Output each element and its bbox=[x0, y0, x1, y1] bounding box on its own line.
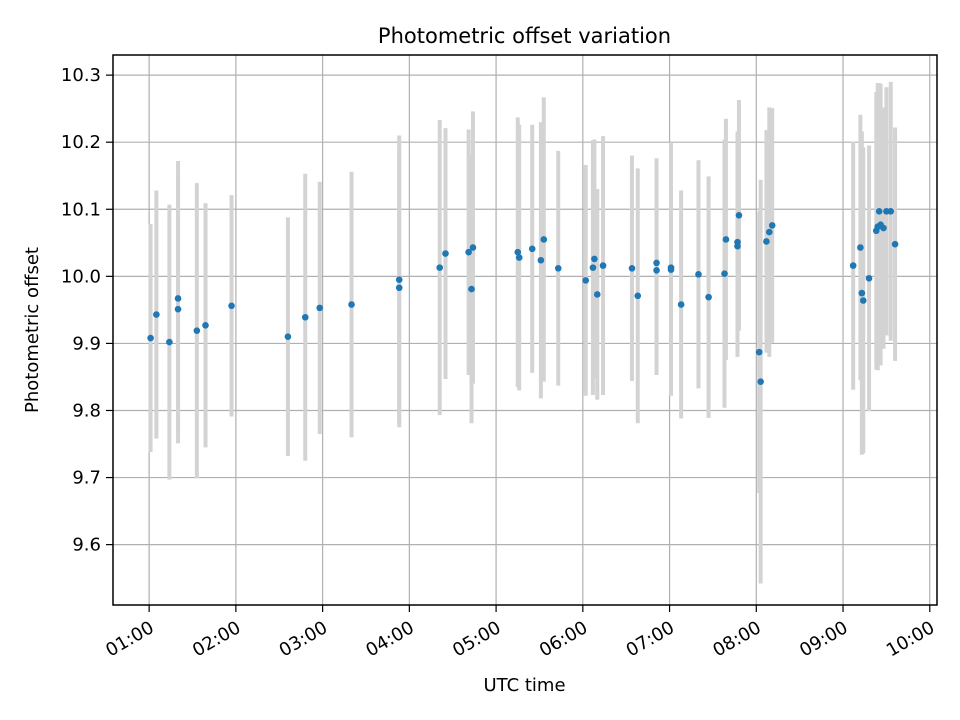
data-point bbox=[301, 313, 309, 321]
data-points bbox=[147, 207, 899, 385]
data-point bbox=[436, 264, 444, 271]
x-axis-label: UTC time bbox=[483, 675, 565, 696]
data-point bbox=[857, 244, 864, 251]
data-point bbox=[589, 264, 597, 271]
data-point bbox=[193, 327, 201, 334]
data-point bbox=[528, 245, 536, 253]
y-tick-label: 9.8 bbox=[72, 400, 101, 421]
data-point bbox=[634, 292, 642, 300]
data-point bbox=[599, 262, 607, 269]
y-axis-label: Photometric offset bbox=[22, 247, 43, 413]
data-point bbox=[174, 295, 182, 302]
data-point bbox=[734, 238, 741, 246]
data-point bbox=[653, 259, 660, 267]
data-point bbox=[880, 224, 887, 232]
data-point bbox=[514, 248, 522, 256]
data-point bbox=[653, 267, 660, 274]
y-tick-label: 9.6 bbox=[72, 535, 101, 556]
data-point bbox=[591, 255, 598, 263]
data-point bbox=[468, 285, 475, 293]
grid-lines bbox=[113, 55, 937, 605]
data-point bbox=[284, 333, 292, 341]
data-point bbox=[174, 305, 182, 313]
data-point bbox=[865, 275, 873, 282]
y-tick-label: 10.0 bbox=[61, 266, 101, 287]
data-point bbox=[316, 304, 324, 312]
y-tick-label: 10.3 bbox=[61, 65, 101, 86]
data-point bbox=[721, 270, 728, 277]
data-point bbox=[667, 264, 675, 271]
data-point bbox=[695, 271, 702, 278]
data-point bbox=[395, 276, 403, 283]
data-point bbox=[228, 302, 235, 310]
data-point bbox=[763, 238, 770, 245]
data-point bbox=[593, 291, 601, 298]
data-point bbox=[442, 250, 449, 257]
data-point bbox=[153, 311, 160, 318]
y-tick-label: 9.9 bbox=[72, 333, 101, 354]
data-point bbox=[582, 277, 590, 284]
data-point bbox=[755, 348, 763, 356]
data-point bbox=[891, 240, 899, 248]
data-point bbox=[202, 322, 209, 329]
data-point bbox=[628, 264, 636, 272]
data-point bbox=[348, 301, 355, 308]
y-tick-label: 9.7 bbox=[72, 468, 101, 489]
data-point bbox=[858, 289, 866, 297]
data-point bbox=[677, 301, 685, 308]
data-point bbox=[705, 293, 712, 301]
data-point bbox=[887, 207, 895, 215]
data-point bbox=[859, 297, 867, 304]
data-point bbox=[722, 236, 730, 243]
data-point bbox=[469, 244, 477, 251]
y-tick-label: 10.1 bbox=[61, 199, 101, 220]
data-point bbox=[554, 264, 562, 272]
chart-title: Photometric offset variation bbox=[378, 24, 671, 48]
data-point bbox=[147, 334, 154, 342]
data-point bbox=[768, 222, 776, 229]
y-axis-ticks: 9.6 9.7 9.8 9.9 10.0 10.1 10.2 10.3 bbox=[61, 65, 113, 556]
data-point bbox=[735, 212, 743, 219]
data-point bbox=[766, 228, 773, 236]
data-point bbox=[540, 236, 548, 243]
data-point bbox=[757, 378, 764, 385]
plot-frame bbox=[112, 54, 938, 606]
data-point bbox=[465, 248, 472, 256]
data-point bbox=[875, 207, 883, 215]
data-point bbox=[537, 256, 545, 264]
data-point bbox=[515, 254, 523, 261]
data-point bbox=[849, 262, 857, 269]
data-point bbox=[395, 284, 403, 292]
data-point bbox=[166, 338, 173, 346]
y-tick-label: 10.2 bbox=[61, 132, 101, 153]
